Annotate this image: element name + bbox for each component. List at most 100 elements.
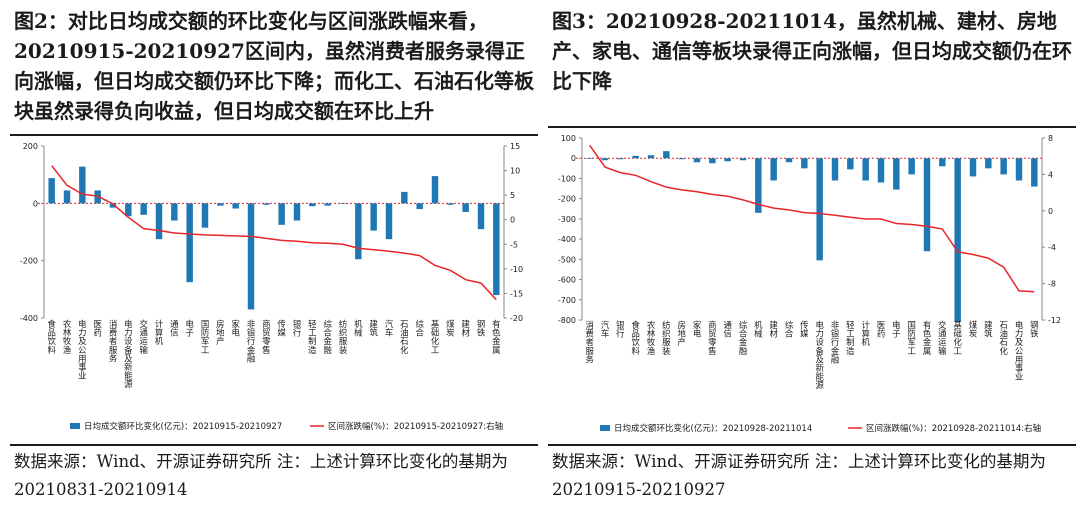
category-label: 食品饮料 (631, 320, 640, 356)
left-axis-tick-label: -400 (558, 235, 576, 244)
left-axis-tick-label: 0 (33, 199, 38, 208)
bar-电力设备及新能源 (816, 158, 823, 261)
right-axis-tick-label: 0 (510, 216, 515, 225)
bar-汽车 (601, 158, 609, 161)
left-axis-tick-label: -600 (558, 276, 576, 285)
category-label: 建材 (461, 319, 470, 338)
bar-有色金属 (493, 203, 500, 296)
bar-有色金属 (923, 158, 931, 252)
category-label: 电力及公用事业 (1015, 320, 1024, 382)
right-axis-tick-label: -12 (1048, 316, 1061, 325)
category-label: 计算机 (155, 319, 164, 346)
category-label: 机械 (754, 320, 763, 339)
bar-电力及公用事业 (1015, 158, 1023, 181)
category-label: 非银行金融 (247, 319, 256, 363)
category-label: 煤炭 (969, 320, 978, 339)
bar-农林牧渔 (63, 190, 71, 204)
left-axis-tick-label: 200 (23, 142, 38, 151)
right-axis-tick-label: -5 (510, 240, 518, 249)
category-label: 商贸零售 (708, 320, 717, 356)
category-label: 钢铁 (477, 319, 486, 338)
bar-消费者服务 (586, 158, 593, 159)
bar-纺织服装 (663, 151, 670, 159)
category-label: 有色金属 (923, 320, 932, 356)
bar-计算机 (155, 203, 163, 240)
bar-食品饮料 (632, 155, 639, 159)
category-label: 交通运输 (139, 319, 148, 355)
category-label: 传媒 (800, 320, 809, 339)
bar-综合 (416, 203, 423, 210)
right-axis-tick-label: -4 (1048, 243, 1056, 252)
bar-电子 (893, 158, 900, 190)
chart-svg-right: 100 0 -100 -200 -300 -400 -500 -600 -700 -800 8 4 0 -… (558, 134, 1061, 434)
bar-综合金融 (739, 158, 747, 161)
left-axis-tick-label: 0 (571, 154, 576, 163)
category-label: 计算机 (861, 320, 870, 347)
category-label: 轻工制造 (846, 320, 855, 356)
bar-通信 (171, 203, 178, 221)
category-label: 综合金融 (323, 319, 332, 355)
legend-line-label: 区间涨跌幅(%)：20210928-20211014:右轴 (866, 423, 1041, 434)
bar-钢铁 (477, 203, 485, 230)
category-label: 电力及公用事业 (78, 319, 87, 381)
title-divider (10, 134, 538, 136)
bar-建筑 (370, 203, 377, 231)
category-label: 石油石化 (999, 320, 1008, 356)
bar-房地产 (678, 158, 685, 160)
category-label: 通信 (170, 319, 179, 338)
left-axis-tick-label: -400 (20, 314, 38, 323)
bar-电力及公用事业 (79, 166, 86, 204)
category-label: 电子 (892, 320, 901, 339)
bar-石油石化 (1000, 158, 1007, 175)
bar-医药 (877, 158, 885, 183)
category-label: 电力设备及新能源 (815, 320, 824, 390)
bar-传媒 (801, 158, 808, 169)
bar-综合 (785, 158, 793, 163)
figure-title: 图3：20210928-20211014，虽然机械、建材、房地产、家电、通信等板… (552, 9, 1072, 93)
category-label: 纺织服装 (339, 319, 348, 355)
bar-轻工制造 (847, 158, 854, 170)
category-label: 房地产 (677, 320, 686, 347)
bar-综合金融 (324, 203, 331, 206)
bar-国防军工 (201, 203, 209, 228)
legend-bar-label: 日均成交额环比变化(亿元)：20210915-20210927 (84, 421, 282, 432)
category-label: 钢铁 (1030, 320, 1039, 339)
category-label: 纺织服装 (662, 320, 671, 356)
bar-建材 (770, 158, 777, 181)
category-label: 医药 (877, 320, 885, 339)
bar-电力设备及新能源 (125, 203, 132, 217)
category-label: 家电 (693, 320, 702, 339)
figure-title: 图2：对比日均成交额的环比变化与区间涨跌幅来看，20210915-2021092… (14, 9, 534, 123)
bar-煤炭 (447, 203, 454, 205)
bar-家电 (232, 203, 239, 209)
figure-panel-left: 图2：对比日均成交额的环比变化与区间涨跌幅来看，20210915-2021092… (10, 0, 538, 514)
category-label: 石油石化 (400, 319, 409, 355)
bar-非银行金融 (831, 158, 839, 181)
bar-银行 (293, 203, 301, 221)
source-note: 数据来源：Wind、开源证券研究所 注：上述计算环比变化的基期为20210915… (552, 452, 1046, 499)
category-label: 建材 (769, 320, 778, 339)
bar-电子 (186, 203, 193, 283)
chart-right: 100 0 -100 -200 -300 -400 -500 -600 -700 -800 8 4 0 -… (548, 130, 1076, 442)
bar-通信 (724, 158, 731, 162)
left-axis-tick-label: -500 (558, 255, 576, 264)
category-label: 电力设备及新能源 (124, 319, 133, 389)
source-note: 数据来源：Wind、开源证券研究所 注：上述计算环比变化的基期为20210831… (14, 452, 508, 499)
category-label: 国防军工 (201, 319, 209, 355)
bar-消费者服务 (109, 203, 117, 208)
category-label: 家电 (231, 319, 240, 338)
bar-商贸零售 (709, 158, 716, 164)
category-label: 农林牧渔 (63, 319, 72, 355)
right-axis-tick-label: 8 (1048, 134, 1053, 143)
bar-建筑 (985, 158, 992, 169)
legend-line-label: 区间涨跌幅(%)：20210915-20210927:右轴 (328, 421, 503, 432)
category-label: 煤炭 (446, 319, 455, 338)
left-axis-tick-label: 100 (561, 134, 576, 143)
bar-房地产 (217, 203, 224, 206)
category-label: 消费者服务 (109, 319, 118, 363)
bar-建材 (462, 203, 469, 212)
category-label: 农林牧渔 (647, 320, 656, 356)
bar-交通运输 (939, 158, 946, 167)
category-label: 银行 (293, 319, 302, 338)
bar-机械 (755, 158, 762, 213)
